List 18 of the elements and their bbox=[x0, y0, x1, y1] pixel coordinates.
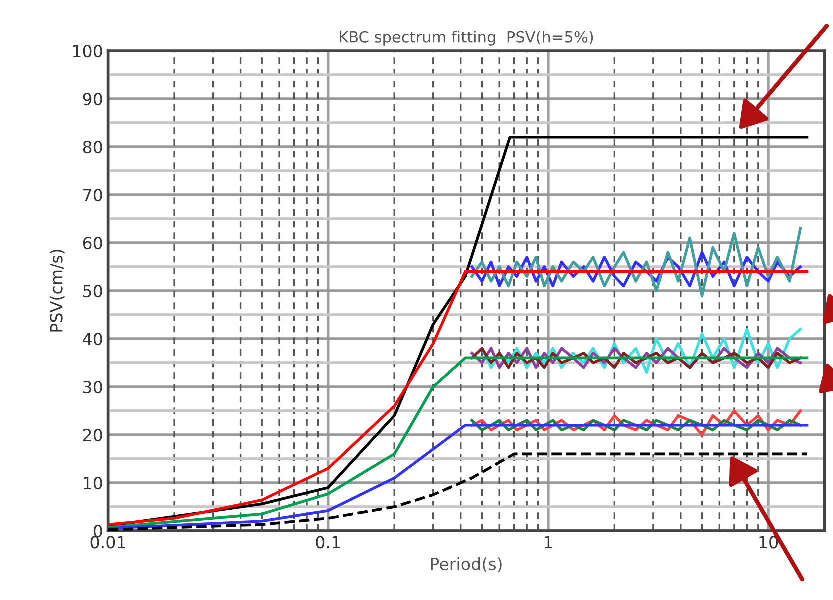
y-tick-label: 70 bbox=[84, 188, 102, 202]
chart-title: KBC spectrum fitting PSV(h=5%) bbox=[340, 31, 594, 46]
y-tick-label: 20 bbox=[83, 428, 102, 442]
x-tick-label: 1 bbox=[544, 536, 552, 549]
y-axis-title: PSV(cm/s) bbox=[50, 250, 65, 332]
y-tick-label: 90 bbox=[83, 92, 102, 106]
x-axis-title: Period(s) bbox=[431, 558, 502, 572]
x-tick-label: 10 bbox=[760, 536, 778, 549]
x-tick-label: 0.01 bbox=[90, 536, 126, 549]
y-tick-label: 100 bbox=[73, 44, 102, 58]
y-tick-label: 10 bbox=[84, 476, 102, 490]
y-tick-label: 80 bbox=[83, 140, 102, 154]
y-tick-label: 0 bbox=[94, 524, 102, 538]
y-tick-label: 40 bbox=[83, 332, 102, 346]
y-tick-label: 30 bbox=[83, 380, 102, 394]
y-tick-label: 50 bbox=[84, 284, 102, 298]
y-tick-label: 60 bbox=[83, 236, 102, 250]
x-tick-label: 0.1 bbox=[316, 536, 340, 549]
